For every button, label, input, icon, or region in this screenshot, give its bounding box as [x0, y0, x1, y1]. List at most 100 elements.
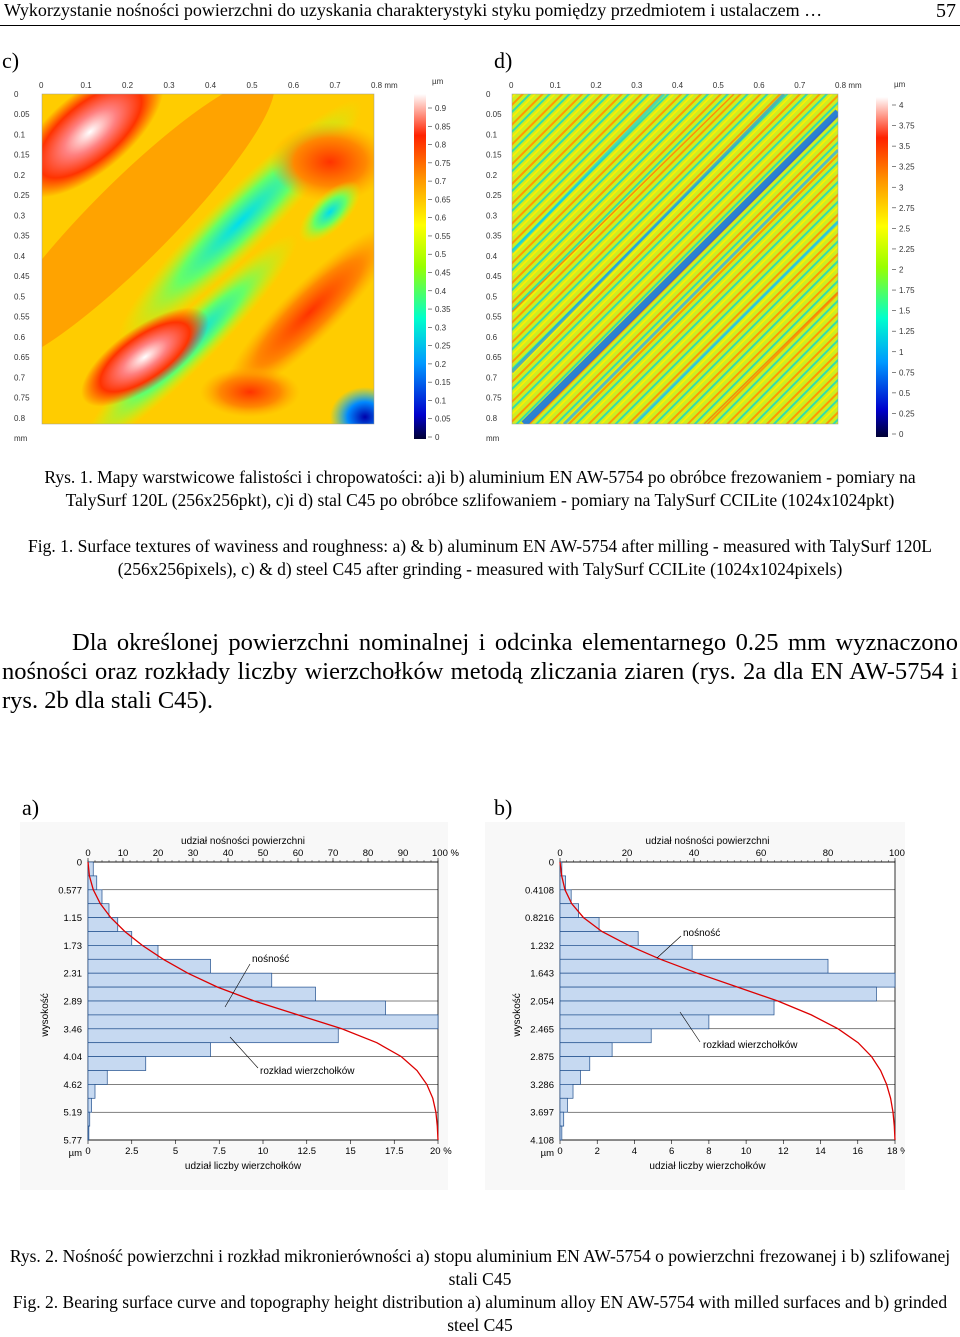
distribution-bar	[87, 1000, 386, 1016]
surface-map-d: 0 0.1 0.2 0.3 0.4 0.5 0.6 0.7 0.8 mm 0 0.05 0.1 0.1…	[486, 80, 915, 443]
map-y-tick: 0.1	[486, 130, 498, 139]
scale-tick-label: 1.5	[899, 307, 911, 316]
distribution-bar	[87, 1028, 339, 1044]
scale-tick-label: 0.7	[435, 177, 447, 186]
map-y-tick: 0.1	[14, 130, 26, 139]
map-y-tick: 0.2	[486, 171, 498, 180]
scale-tick-label: 0.85	[435, 122, 451, 131]
y-tick-label: 4.04	[64, 1052, 83, 1063]
map-y-tick: 0.35	[486, 232, 502, 241]
figure1-caption-en: Fig. 1. Surface textures of waviness and…	[28, 536, 932, 579]
bottom-tick-label: 10	[258, 1146, 269, 1157]
bottom-tick-label: 14	[815, 1146, 826, 1157]
bearing-curve	[559, 861, 896, 1141]
top-tick-label: 80	[363, 848, 374, 859]
map-y-tick: 0	[14, 90, 19, 99]
map-y-tick: 0.5	[14, 292, 26, 301]
bottom-tick-label: 2	[595, 1146, 600, 1157]
y-tick-label: 0	[549, 858, 554, 869]
distribution-bar	[559, 986, 877, 1002]
scale-tick-label: 3.25	[899, 163, 915, 172]
top-axis-title: udział nośności powierzchni	[646, 836, 770, 847]
map-y-tick: 0.45	[14, 272, 30, 281]
distribution-bar	[559, 945, 693, 960]
scale-tick-label: 1	[899, 348, 904, 357]
scale-tick-label: 0.55	[435, 232, 451, 241]
scale-tick-label: 0.45	[435, 269, 451, 278]
bottom-tick-label: 5	[173, 1146, 178, 1157]
distribution-bar	[87, 1056, 147, 1071]
figure2-caption-pl: Rys. 2. Nośność powierzchni i rozkład mi…	[9, 1246, 951, 1289]
bottom-tick-label: 12	[778, 1146, 789, 1157]
bottom-tick-label: 8	[706, 1146, 711, 1157]
distribution-bar	[87, 1111, 91, 1127]
scale-tick-label: 0.9	[435, 104, 447, 113]
y-tick-label: 3.46	[64, 1024, 83, 1035]
annotation-bearing: nośność	[683, 928, 720, 939]
distribution-bar	[559, 1125, 563, 1141]
header-rule	[0, 25, 960, 26]
map-y-tick: 0.5	[486, 292, 498, 301]
distribution-bar	[87, 972, 273, 988]
scale-tick-label: 0.65	[435, 195, 451, 204]
bottom-tick-label: 16	[852, 1146, 863, 1157]
distribution-bar	[87, 1084, 96, 1099]
scale-tick-label: 0.5	[435, 250, 447, 259]
scale-tick-label: 0	[435, 433, 440, 442]
top-tick-label: 30	[188, 848, 199, 859]
y-tick-label: 5.19	[64, 1108, 83, 1119]
scale-unit-c: µm	[432, 77, 444, 86]
map-x-tick: 0.7	[330, 81, 342, 90]
y-tick-label: 2.054	[530, 997, 554, 1008]
map-y-tick: 0.35	[14, 232, 30, 241]
bottom-tick-label: 20 %	[430, 1146, 452, 1157]
y-tick-label: 5.77	[64, 1136, 83, 1147]
figure1-caption-pl: Rys. 1. Mapy warstwicowe falistości i ch…	[44, 467, 916, 510]
map-x-tick: 0.4	[205, 81, 217, 90]
map-image-c	[42, 94, 374, 424]
map-y-tick: 0.65	[14, 353, 30, 362]
annotation-distribution: rozkład wierzchołków	[260, 1066, 355, 1077]
y-tick-label: 3.286	[530, 1080, 554, 1091]
scale-tick-label: 2	[899, 266, 904, 275]
bottom-tick-label: 12.5	[298, 1146, 317, 1157]
distribution-bar	[87, 1070, 108, 1085]
map-y-tick: 0.8	[14, 414, 26, 423]
scale-tick-label: 0.8	[435, 141, 447, 150]
map-x-tick: 0.5	[247, 81, 259, 90]
map-y-tick: 0.7	[14, 373, 26, 382]
map-y-tick: 0.4	[14, 252, 26, 261]
distribution-bar	[87, 931, 133, 946]
scale-tick-label: 1.25	[899, 327, 915, 336]
y-tick-label: 2.465	[530, 1024, 554, 1035]
bottom-axis-title: udział liczby wierzchołków	[649, 1161, 766, 1172]
top-tick-label: 60	[293, 848, 304, 859]
scale-tick-label: 0.1	[435, 396, 447, 405]
map-y-tick: 0.3	[486, 211, 498, 220]
map-y-tick: 0.4	[486, 252, 498, 261]
scale-tick-label: 0.15	[435, 378, 451, 387]
map-x-tick: 0.3	[631, 81, 643, 90]
map-x-tick: 0.7	[794, 81, 806, 90]
top-tick-label: 100 %	[432, 848, 459, 859]
y-unit-label: µm	[541, 1148, 554, 1159]
map-x-tick: 0.3	[164, 81, 176, 90]
top-tick-label: 40	[689, 848, 700, 859]
top-tick-label: 80	[823, 848, 834, 859]
bottom-tick-label: 7.5	[213, 1146, 226, 1157]
distribution-bar	[87, 986, 316, 1002]
scale-tick-label: 0.25	[899, 409, 915, 418]
annotation-distribution: rozkład wierzchołków	[703, 1040, 798, 1051]
map-y-tick: 0.05	[486, 110, 502, 119]
distribution-bar	[559, 1111, 565, 1127]
y-tick-label: 0	[77, 858, 82, 869]
bottom-tick-label: 10	[741, 1146, 752, 1157]
map-x-tick: 0.8 mm	[835, 81, 862, 90]
distribution-bar	[559, 1056, 591, 1071]
map-x-tick: 0.5	[713, 81, 725, 90]
page-number: 57	[936, 0, 956, 22]
scale-unit-d: µm	[894, 80, 906, 89]
bottom-tick-label: 0	[85, 1146, 90, 1157]
